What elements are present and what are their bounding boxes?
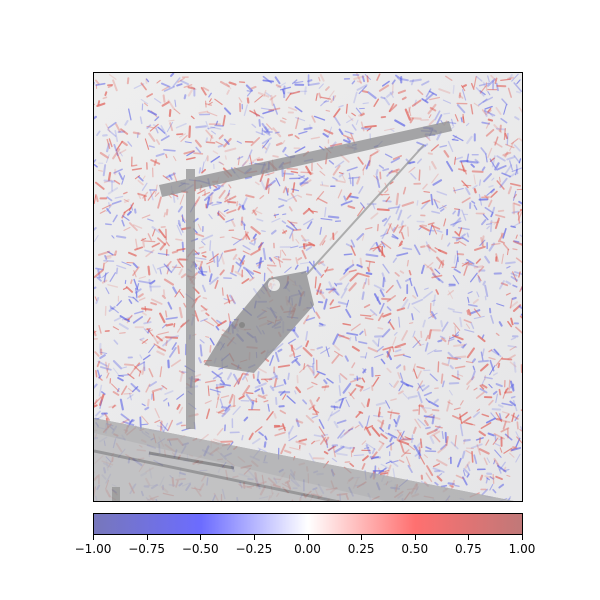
saliency-image xyxy=(94,73,522,501)
colorbar-ticks: −1.00 −0.75 −0.50 −0.25 0.00 0.25 0.50 0.75 1.00 xyxy=(75,535,535,565)
image-panel xyxy=(93,72,523,502)
colorbar-tick xyxy=(468,535,470,540)
colorbar-tick-label: 1.00 xyxy=(508,542,536,556)
colorbar-tick-label: 0.50 xyxy=(401,542,429,556)
colorbar-tick xyxy=(200,535,202,540)
colorbar-tick xyxy=(146,535,148,540)
colorbar-tick-label: −0.50 xyxy=(181,542,219,556)
colorbar-tick xyxy=(361,535,363,540)
pole-structure xyxy=(94,121,514,501)
colorbar-tick xyxy=(307,535,309,540)
colorbar-tick xyxy=(93,535,94,540)
colorbar-tick-label: 0.00 xyxy=(294,542,321,556)
colorbar-tick-label: 0.25 xyxy=(347,542,375,556)
colorbar-tick xyxy=(522,535,523,540)
colorbar-tick-label: −0.25 xyxy=(235,542,273,556)
colorbar-tick-label: −0.75 xyxy=(128,542,166,556)
colorbar-tick-label: 0.75 xyxy=(455,542,482,556)
colorbar-tick xyxy=(414,535,416,540)
colorbar-tick xyxy=(253,535,255,540)
colorbar-tick-label: −1.00 xyxy=(74,542,112,556)
colorbar xyxy=(93,513,523,535)
